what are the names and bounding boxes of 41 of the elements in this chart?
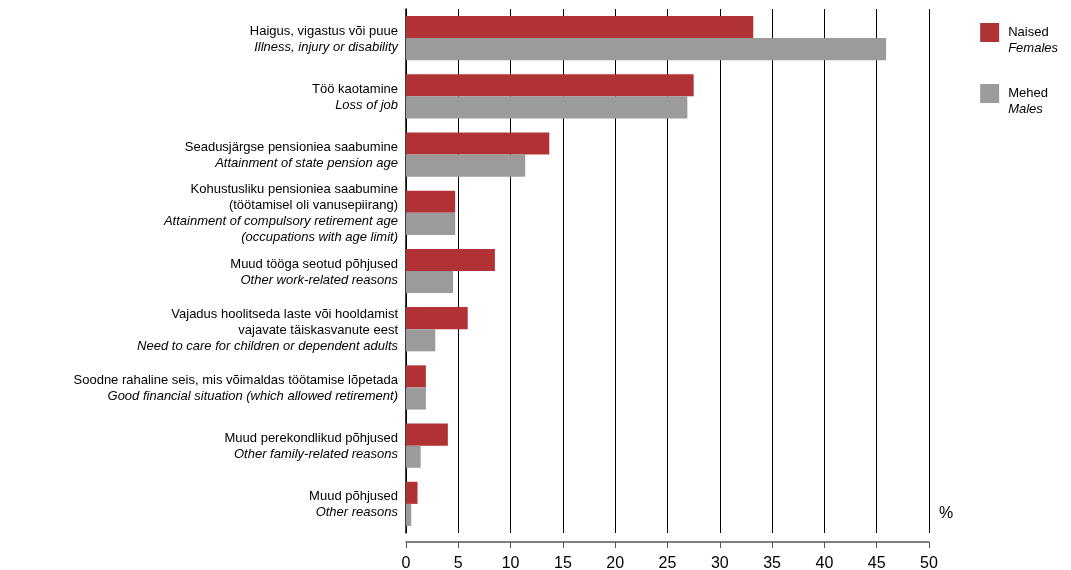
x-tick-label: 30	[710, 553, 729, 570]
bar	[406, 365, 426, 388]
legend-label: Naised Females	[1008, 24, 1059, 55]
bar	[406, 74, 694, 97]
y-tick-label: Soodne rahaline seis, mis võimaldas töötamise lõpetada Good financial situation (which allowed retirement)	[73, 371, 399, 403]
y-tick-label: Vajadus hoolitseda laste või hooldamist vajavate täiskasvanute eest Need to care for children or dependent adults	[137, 305, 399, 353]
bar	[406, 132, 550, 155]
bar	[406, 96, 688, 119]
bar	[406, 423, 448, 446]
x-tick-label: 45	[867, 553, 886, 570]
bar	[406, 190, 456, 213]
bar	[406, 212, 456, 235]
x-axis-title: %	[939, 503, 954, 521]
bar	[406, 307, 468, 330]
x-tick-label: 40	[815, 553, 834, 570]
y-tick-label: Muud perekondlikud põhjused Other family-related reasons	[224, 430, 399, 462]
x-tick-label: 35	[763, 553, 782, 570]
x-tick-label: 0	[401, 553, 411, 570]
x-tick-label: 50	[920, 553, 938, 570]
x-tick-label: 20	[606, 553, 625, 570]
bar	[406, 481, 418, 504]
y-tick-label: Töö kaotamine Loss of job	[312, 80, 398, 112]
bar	[406, 503, 412, 527]
bar	[406, 329, 436, 352]
bar	[406, 38, 887, 61]
y-tick-label: Muud tööga seotud põhjused Other work-related reasons	[230, 255, 399, 287]
x-tick-label: 15	[554, 553, 572, 570]
y-tick-label: Muud põhjused Other reasons	[309, 488, 399, 520]
bar	[406, 15, 754, 39]
x-tick-label: 5	[453, 553, 463, 570]
y-tick-label: Kohustusliku pensioniea saabumine (töötamisel oli vanusepiirang) Attainment of compulsory retirement age (occupations with age limit)	[162, 181, 398, 245]
y-tick-label: Haigus, vigastus või puue Illness, injury or disability	[249, 22, 400, 54]
bar	[406, 154, 526, 177]
x-tick-label: 25	[658, 553, 677, 570]
bar	[406, 248, 495, 271]
y-tick-label: Seadusjärgse pensioniea saabumine Attainment of state pension age	[184, 139, 398, 171]
legend-label: Mehed Males	[1008, 85, 1048, 116]
bar	[406, 387, 426, 410]
x-tick-label: 10	[501, 553, 520, 570]
bar	[406, 445, 421, 468]
bar	[406, 271, 454, 294]
